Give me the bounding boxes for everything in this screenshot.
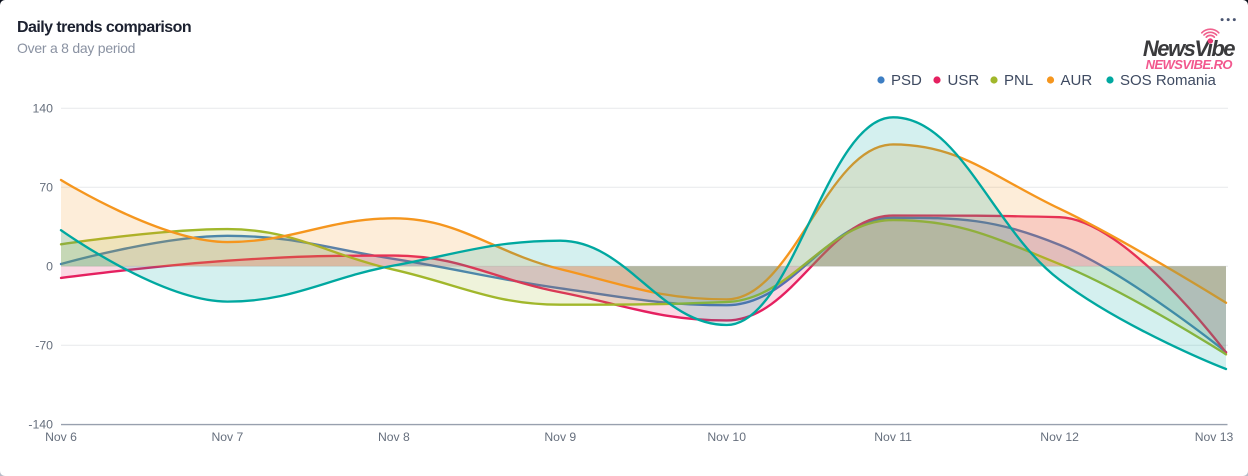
svg-text:Nov 6: Nov 6 — [45, 430, 77, 444]
svg-text:PSD: PSD — [891, 72, 922, 89]
svg-text:SOS Romania: SOS Romania — [1120, 72, 1217, 89]
svg-text:Over a 8 day period: Over a 8 day period — [17, 40, 135, 56]
svg-text:USR: USR — [948, 72, 980, 89]
svg-text:AUR: AUR — [1061, 72, 1093, 89]
svg-text:Nov 13: Nov 13 — [1195, 430, 1234, 444]
svg-text:Nov 10: Nov 10 — [707, 430, 746, 444]
svg-text:PNL: PNL — [1004, 72, 1033, 89]
svg-text:70: 70 — [39, 180, 53, 194]
svg-text:Nov 9: Nov 9 — [544, 430, 576, 444]
svg-text:-140: -140 — [28, 417, 53, 431]
svg-text:140: 140 — [32, 101, 53, 115]
svg-text:Nov 11: Nov 11 — [874, 430, 912, 444]
svg-text:NewsVibe: NewsVibe — [1143, 36, 1235, 61]
svg-text:-70: -70 — [35, 338, 53, 352]
svg-text:Nov 12: Nov 12 — [1040, 430, 1079, 444]
svg-text:NEWSVIBE.RO: NEWSVIBE.RO — [1146, 57, 1233, 72]
svg-text:Nov 7: Nov 7 — [211, 430, 243, 444]
svg-text:Nov 8: Nov 8 — [378, 430, 410, 444]
svg-text:Daily trends comparison: Daily trends comparison — [17, 19, 191, 36]
svg-text:0: 0 — [46, 259, 53, 273]
